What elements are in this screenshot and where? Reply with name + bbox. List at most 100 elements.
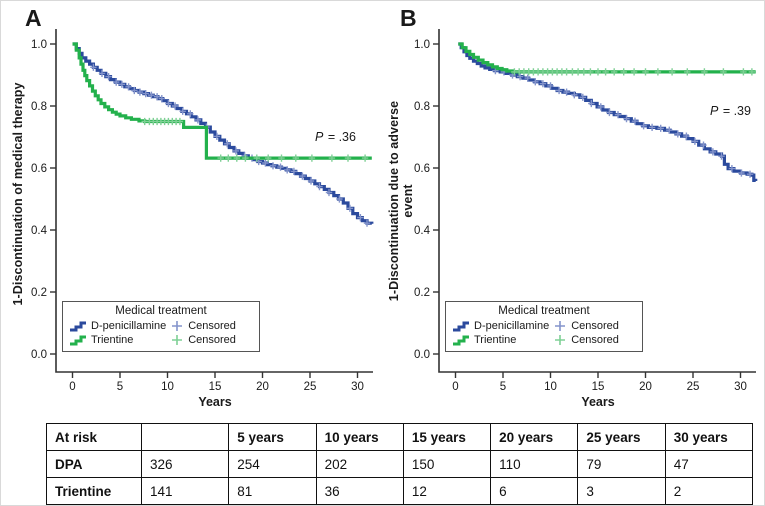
risk-table-value: 12	[402, 477, 492, 505]
risk-table-row-label: Trientine	[46, 477, 142, 505]
risk-table-row: Trientine 141 81 36 12 6 3 2	[46, 477, 754, 505]
risk-table-value: 81	[228, 477, 317, 505]
risk-table-header-cell: 5 years	[228, 423, 317, 451]
legend-item-censored-trientine: Censored	[553, 333, 636, 347]
legend-item-censored-trientine: Censored	[170, 333, 253, 347]
step-line-icon	[70, 335, 86, 346]
panel-a-p-value: P = .36	[315, 130, 356, 144]
legend-label: Censored	[571, 320, 619, 332]
panel-b: B 1-Discontinuation due to adverse event…	[384, 1, 764, 419]
legend-label: D-penicillamine	[91, 320, 167, 332]
risk-table-value: 79	[577, 450, 666, 478]
panel-a-chart: 0.0 0.2 0.4 0.6 0.8 1.0 0 5 10 15 20 25 30	[31, 29, 374, 393]
y-tick-label: 0.6	[31, 163, 47, 175]
x-tick-label: 15	[592, 381, 605, 393]
legend-title: Medical treatment	[498, 305, 590, 317]
legend-label: Censored	[188, 334, 236, 346]
x-tick-label: 15	[209, 381, 222, 393]
x-tick-label: 30	[734, 381, 747, 393]
plus-censored-icon	[172, 335, 183, 345]
y-tick-label: 0.0	[31, 349, 47, 361]
x-tick-label: 30	[351, 381, 364, 393]
censor-marks-d-penicillamine	[90, 63, 371, 227]
risk-table-header-row: At risk 5 years 10 years 15 years 20 years 25…	[46, 423, 754, 451]
legend-label: Trientine	[474, 334, 517, 346]
risk-table-value: 254	[228, 450, 317, 478]
risk-table-header-cell: 15 years	[402, 423, 492, 451]
y-tick-label: 0.8	[414, 101, 430, 113]
step-line-icon	[453, 321, 469, 332]
x-tick-label: 5	[500, 381, 506, 393]
risk-table-value: 6	[490, 477, 579, 505]
risk-table-header-cell: 30 years	[664, 423, 754, 451]
risk-table-value: 47	[664, 450, 754, 478]
y-tick-label: 0.6	[414, 163, 430, 175]
x-tick-label: 10	[161, 381, 174, 393]
legend-item-trientine: Trientine	[452, 333, 549, 347]
y-tick-label: 1.0	[414, 39, 430, 51]
risk-table-value: 141	[140, 477, 230, 505]
y-tick-label: 0.8	[31, 101, 47, 113]
risk-table-value: 3	[577, 477, 666, 505]
panel-b-letter: B	[400, 5, 417, 31]
risk-table-value: 150	[402, 450, 492, 478]
legend-title: Medical treatment	[115, 305, 207, 317]
y-tick-label: 0.4	[414, 225, 431, 237]
censor-marks-trientine	[141, 117, 369, 162]
step-line-icon	[453, 335, 469, 346]
km-curve-trientine	[458, 42, 756, 74]
x-tick-label: 0	[69, 381, 75, 393]
x-tick-label: 20	[639, 381, 652, 393]
risk-table-value: 2	[664, 477, 754, 505]
y-tick-label: 1.0	[31, 39, 47, 51]
y-tick-label: 0.4	[31, 225, 48, 237]
legend-label: Censored	[188, 320, 236, 332]
x-tick-label: 25	[687, 381, 700, 393]
censor-marks-d-penicillamine	[492, 67, 754, 178]
legend-item-censored-dpa: Censored	[170, 319, 253, 333]
legend-item-dpa: D-penicillamine	[69, 319, 166, 333]
y-tick-label: 0.2	[31, 287, 47, 299]
panel-b-legend: Medical treatment D-penicillamine Censor…	[445, 301, 643, 352]
legend-label: Trientine	[91, 334, 134, 346]
risk-table-value: 36	[315, 477, 404, 505]
axes	[438, 29, 756, 373]
risk-table-row-label: DPA	[46, 450, 142, 478]
panel-b-chart: 0.0 0.2 0.4 0.6 0.8 1.0 0 5 10 15 20 25 30	[414, 29, 758, 393]
risk-table-header-cell: At risk	[46, 423, 142, 451]
legend-item-trientine: Trientine	[69, 333, 166, 347]
risk-table-header-cell: 25 years	[577, 423, 666, 451]
x-tick-label: 5	[117, 381, 123, 393]
x-tick-label: 25	[304, 381, 317, 393]
risk-table-row: DPA 326 254 202 150 110 79 47	[46, 450, 754, 478]
x-tick-label: 0	[452, 381, 458, 393]
legend-item-censored-dpa: Censored	[553, 319, 636, 333]
x-tick-label: 20	[256, 381, 269, 393]
risk-table-value: 202	[315, 450, 404, 478]
legend-label: Censored	[571, 334, 619, 346]
legend-label: D-penicillamine	[474, 320, 550, 332]
censor-marks-trientine	[511, 68, 756, 76]
panel-a-legend: Medical treatment D-penicillamine Censor…	[62, 301, 260, 352]
risk-table-value: 326	[140, 450, 230, 478]
plus-censored-icon	[555, 335, 566, 345]
y-tick-label: 0.0	[414, 349, 430, 361]
y-tick-label: 0.2	[414, 287, 430, 299]
risk-table: At risk 5 years 10 years 15 years 20 years 25…	[46, 423, 754, 505]
panel-a-x-axis-title: Years	[198, 395, 232, 409]
panel-b-x-axis-title: Years	[581, 395, 615, 409]
x-tick-label: 10	[544, 381, 557, 393]
risk-table-header-cell: 20 years	[490, 423, 579, 451]
risk-table-header-cell	[140, 423, 230, 451]
plus-censored-icon	[172, 321, 183, 331]
risk-table-value: 110	[490, 450, 579, 478]
step-line-icon	[70, 321, 86, 332]
legend-item-dpa: D-penicillamine	[452, 319, 549, 333]
plus-censored-icon	[555, 321, 566, 331]
risk-table-header-cell: 10 years	[315, 423, 404, 451]
panel-a-letter: A	[25, 5, 42, 31]
panel-b-p-value: P = .39	[710, 104, 751, 118]
axes	[55, 29, 373, 373]
panel-a: A 1-Discontinuation of medical therapy 0…	[1, 1, 383, 419]
